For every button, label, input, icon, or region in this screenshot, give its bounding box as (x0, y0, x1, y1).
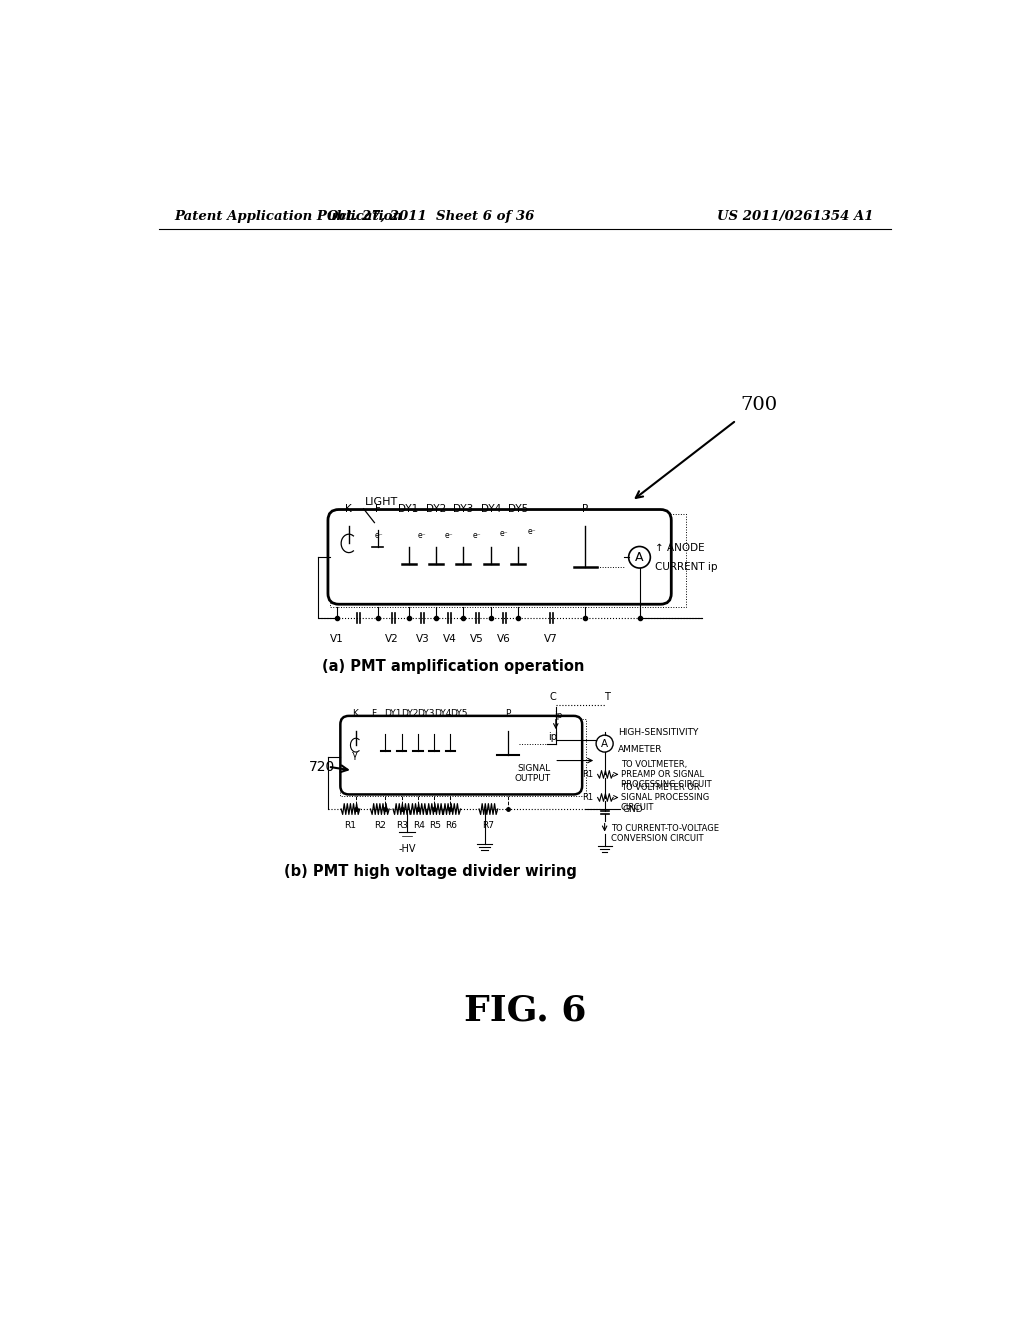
Text: R5: R5 (429, 821, 441, 830)
Text: LIGHT: LIGHT (365, 498, 397, 507)
Text: V6: V6 (497, 635, 511, 644)
FancyBboxPatch shape (328, 510, 672, 605)
Text: V3: V3 (416, 635, 429, 644)
Text: 700: 700 (740, 396, 777, 413)
Text: e⁻: e⁻ (527, 527, 537, 536)
Text: ↑ ANODE: ↑ ANODE (655, 543, 705, 553)
Text: 720: 720 (308, 760, 335, 774)
Text: e⁻: e⁻ (472, 531, 481, 540)
Text: TO VOLTMETER OR
SIGNAL PROCESSING
CIRCUIT: TO VOLTMETER OR SIGNAL PROCESSING CIRCUI… (621, 783, 710, 812)
Text: FIG. 6: FIG. 6 (464, 994, 586, 1028)
Text: US 2011/0261354 A1: US 2011/0261354 A1 (717, 210, 873, 223)
Bar (330, 515, 686, 607)
Text: P: P (582, 504, 589, 515)
Text: TO CURRENT-TO-VOLTAGE
CONVERSION CIRCUIT: TO CURRENT-TO-VOLTAGE CONVERSION CIRCUIT (611, 824, 719, 843)
Text: e⁻: e⁻ (418, 531, 426, 540)
Text: ip: ip (548, 733, 557, 742)
Text: R1: R1 (344, 821, 356, 830)
Text: e⁻: e⁻ (375, 531, 383, 540)
Text: γ: γ (351, 750, 357, 760)
Text: A: A (601, 739, 608, 748)
Text: -HV: -HV (398, 843, 416, 854)
Text: V4: V4 (442, 635, 457, 644)
Text: e⁻: e⁻ (500, 529, 509, 539)
Text: R1: R1 (582, 770, 593, 779)
Text: R7: R7 (482, 821, 495, 830)
Text: R4: R4 (413, 821, 425, 830)
Text: Oct. 27, 2011  Sheet 6 of 36: Oct. 27, 2011 Sheet 6 of 36 (327, 210, 534, 223)
Text: DY1: DY1 (384, 709, 401, 718)
Text: K: K (345, 504, 351, 515)
Text: e⁻: e⁻ (444, 531, 454, 540)
FancyBboxPatch shape (340, 715, 583, 795)
Text: F: F (375, 504, 381, 515)
Text: (a) PMT amplification operation: (a) PMT amplification operation (323, 659, 585, 675)
Text: DY2: DY2 (400, 709, 418, 718)
Text: T: T (604, 692, 610, 702)
Text: C: C (549, 692, 556, 702)
Text: V2: V2 (385, 635, 398, 644)
Text: (b) PMT high voltage divider wiring: (b) PMT high voltage divider wiring (284, 863, 577, 879)
Text: DY5: DY5 (451, 709, 468, 718)
Bar (340, 719, 586, 796)
Text: CURRENT ip: CURRENT ip (655, 562, 718, 572)
Text: R3: R3 (396, 821, 409, 830)
Text: DY1: DY1 (398, 504, 419, 515)
Text: ip: ip (554, 711, 562, 721)
Text: R6: R6 (445, 821, 457, 830)
Text: A: A (635, 550, 644, 564)
Text: DY5: DY5 (508, 504, 528, 515)
Text: DY4: DY4 (480, 504, 501, 515)
Text: GND: GND (623, 805, 643, 813)
Text: P: P (505, 709, 510, 718)
Text: R2: R2 (374, 821, 386, 830)
Text: V1: V1 (331, 635, 344, 644)
Text: DY3: DY3 (417, 709, 434, 718)
Text: DY4: DY4 (434, 709, 452, 718)
Text: HIGH-SENSITIVITY: HIGH-SENSITIVITY (617, 729, 698, 738)
Text: AMMETER: AMMETER (617, 744, 663, 754)
Text: F: F (371, 709, 376, 718)
Text: R1: R1 (582, 793, 593, 803)
Text: DY2: DY2 (426, 504, 445, 515)
Text: V5: V5 (470, 635, 483, 644)
Text: TO VOLTMETER,
PREAMP OR SIGNAL
PROCESSING CIRCUIT: TO VOLTMETER, PREAMP OR SIGNAL PROCESSIN… (621, 759, 712, 789)
Text: DY3: DY3 (453, 504, 473, 515)
Text: K: K (352, 709, 358, 718)
Text: SIGNAL
OUTPUT: SIGNAL OUTPUT (514, 763, 550, 783)
Text: Patent Application Publication: Patent Application Publication (174, 210, 402, 223)
Text: V7: V7 (545, 635, 558, 644)
